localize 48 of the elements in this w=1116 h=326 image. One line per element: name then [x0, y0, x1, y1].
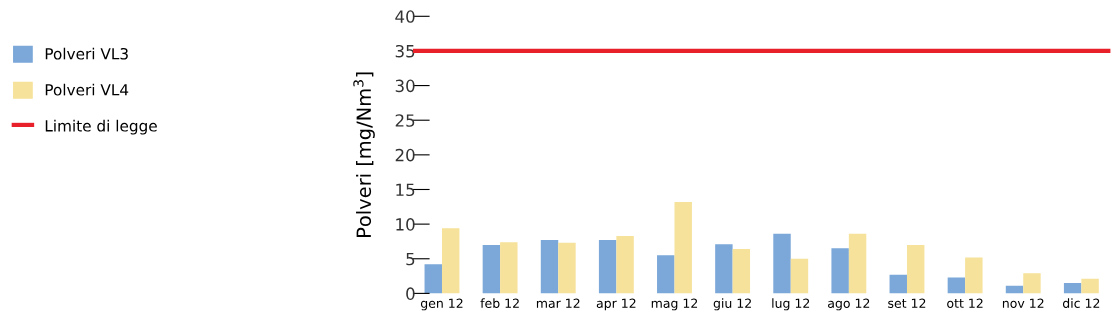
y-tick-label: 15: [396, 183, 415, 197]
bar: [1063, 283, 1082, 294]
bar: [598, 240, 617, 294]
y-tick-label: 35: [395, 44, 415, 58]
bar: [831, 248, 849, 294]
x-tick-label: giu 12: [713, 298, 751, 311]
y-tick-label: 10: [396, 218, 415, 231]
x-tick-label: nov 12: [1002, 298, 1044, 308]
bar: [773, 233, 791, 294]
bar: [424, 264, 442, 294]
bar: [558, 242, 576, 294]
x-tick-label: lug 12: [772, 298, 810, 311]
x-tick-label: ott 12: [947, 298, 983, 308]
x-tick-label: gen 12: [420, 298, 463, 311]
y-tick-label: 30: [395, 79, 415, 93]
bar: [616, 235, 634, 294]
bar: [715, 244, 733, 294]
bar: [947, 277, 966, 294]
legend-label: Polveri VL3: [45, 47, 128, 60]
x-tick-label: apr 12: [596, 298, 636, 311]
x-tick-label: mar 12: [536, 298, 580, 308]
y-axis-title: Polveri [mg/Nm$^{3}$]: [353, 72, 375, 237]
bar: [441, 228, 460, 294]
x-tick-label: mag 12: [651, 298, 698, 311]
y-tick-label: 40: [395, 10, 415, 23]
y-tick-label: 0: [406, 287, 415, 300]
x-tick-label: set 12: [888, 298, 926, 308]
y-tick-label: 20: [395, 148, 415, 162]
y-tick-label: 5: [406, 252, 415, 266]
bar: [906, 244, 925, 294]
bar: [1023, 273, 1041, 294]
bar: [965, 257, 983, 294]
x-tick-label: feb 12: [480, 298, 519, 308]
x-tick-label: dic 12: [1062, 298, 1100, 308]
bar: [790, 258, 809, 294]
bar: [889, 274, 907, 294]
bar: [500, 242, 518, 294]
legend-label: Limite di legge: [45, 119, 157, 135]
bar: [540, 240, 559, 294]
bar: [482, 244, 501, 294]
bar: [657, 255, 675, 294]
bar: [848, 233, 867, 294]
bar: [1081, 278, 1099, 294]
y-tick-label: 25: [395, 114, 415, 127]
x-tick-label: ago 12: [828, 298, 870, 311]
bar: [732, 249, 751, 294]
legend-label: Polveri VL4: [45, 83, 129, 96]
bar: [674, 201, 692, 294]
